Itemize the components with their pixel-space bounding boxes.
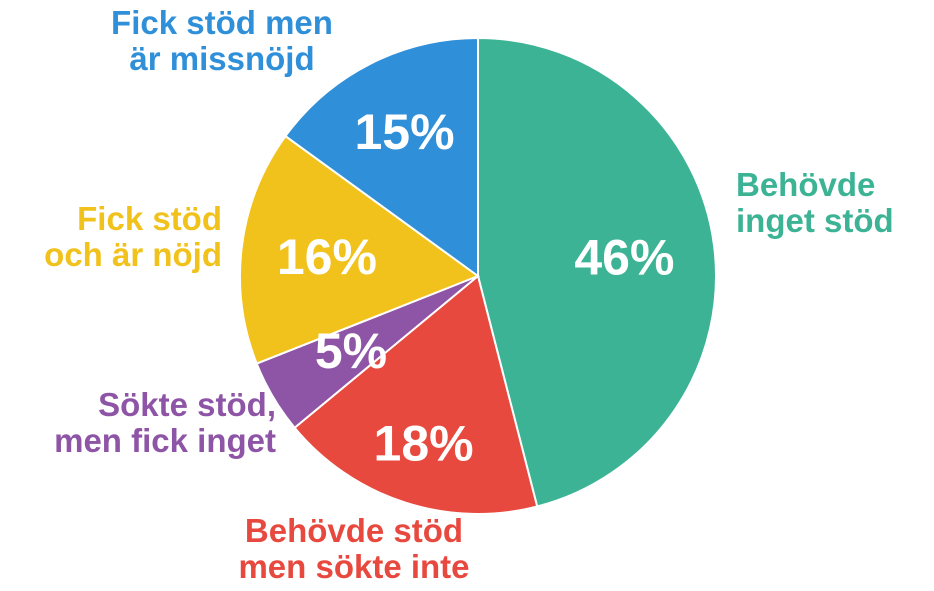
slice-value-behovde-inget-stod: 46% <box>574 230 674 286</box>
slice-label-behovde-stod-men-sokte-inte: Behövde stöd men sökte inte <box>238 512 469 585</box>
category-labels: Behövde inget stöd Behövde stöd men sökte i… <box>44 4 894 585</box>
slice-value-fick-stod-och-ar-nojd: 16% <box>277 229 377 285</box>
pie-slice-behovde-stod-men-sokte-inte <box>293 274 539 515</box>
pie-slice-behovde-inget-stod <box>477 36 717 508</box>
slice-label-behovde-inget-stod: Behövde inget stöd <box>736 166 894 239</box>
slice-value-sokte-stod-men-fick-inget: 5% <box>315 323 387 379</box>
slice-label-sokte-stod-men-fick-inget: Sökte stöd, men fick inget <box>54 386 276 459</box>
pie-slices <box>239 36 717 515</box>
slice-value-behovde-stod-men-sokte-inte: 18% <box>374 416 474 472</box>
pie-slice-fick-stod-men-ar-missnojd <box>284 36 479 278</box>
slice-value-labels: 46% 18% 5% 16% 15% <box>277 104 675 472</box>
slice-value-fick-stod-men-ar-missnojd: 15% <box>354 104 454 160</box>
slice-label-fick-stod-och-ar-nojd: Fick stöd och är nöjd <box>44 200 222 273</box>
slice-label-fick-stod-men-ar-missnojd: Fick stöd men är missnöjd <box>111 4 333 77</box>
pie-slice-fick-stod-och-ar-nojd <box>239 134 481 365</box>
